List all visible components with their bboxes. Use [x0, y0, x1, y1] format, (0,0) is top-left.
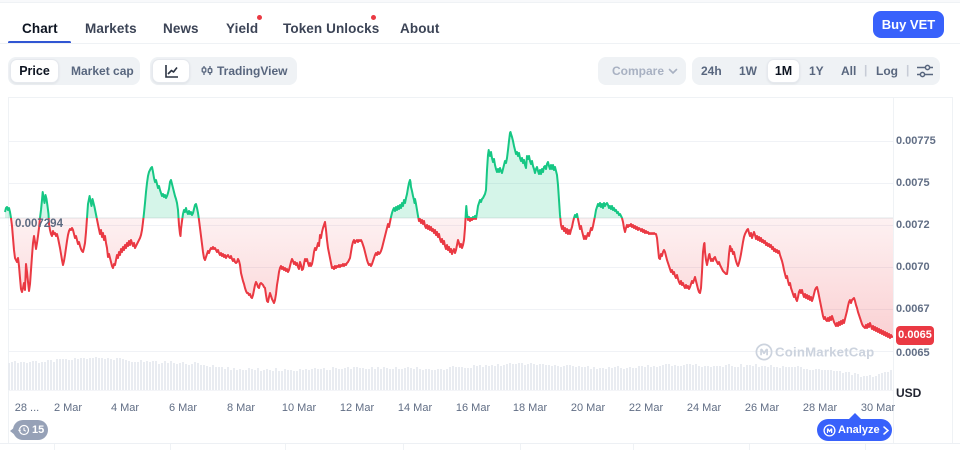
- svg-text:CoinMarketCap: CoinMarketCap: [775, 345, 874, 360]
